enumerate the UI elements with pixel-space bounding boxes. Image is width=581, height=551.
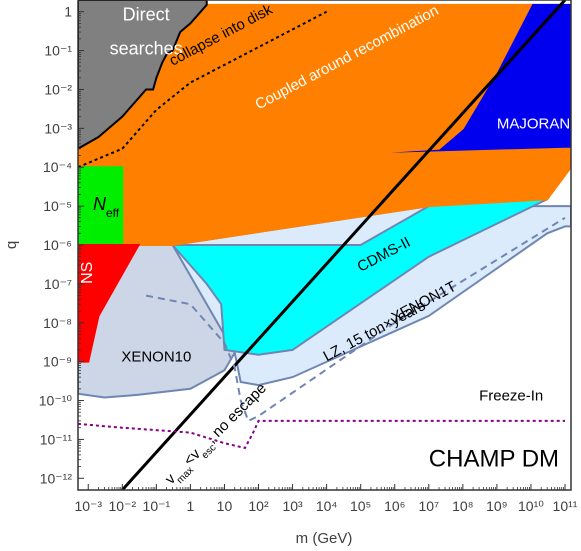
x-tick-label: 10¹⁰ <box>518 498 544 514</box>
y-tick-label: 10⁻⁵ <box>43 198 72 214</box>
y-tick-label: 10⁻⁶ <box>43 237 72 253</box>
y-tick-label: 10⁻⁴ <box>43 159 72 175</box>
x-tick-label: 1 <box>187 498 195 514</box>
x-tick-label: 10¹¹ <box>553 498 578 514</box>
y-tick-label: 10⁻¹² <box>40 470 73 486</box>
region-direct-searches <box>78 0 208 150</box>
y-tick-label: 10⁻³ <box>44 120 72 136</box>
x-axis-title: m (GeV) <box>296 530 353 547</box>
line-escape-line <box>121 0 567 490</box>
y-tick-label: 10⁻⁷ <box>44 276 72 292</box>
y-tick-label: 1 <box>64 4 72 20</box>
constraint-lines <box>78 0 567 490</box>
label-ns: NS <box>79 262 96 284</box>
y-axis: 10⁻¹² 10⁻¹¹ 10⁻¹⁰ 10⁻⁹ 10⁻⁸ 10⁻⁷ 10⁻⁶ 10⁻⁵ 10⁻⁴ 1… <box>39 4 84 486</box>
line-collapse-into-disk <box>78 10 328 169</box>
x-tick-label: 10² <box>248 498 269 514</box>
y-tick-label: 10⁻¹¹ <box>40 431 73 447</box>
x-tick-label: 10⁸ <box>452 498 474 514</box>
region-ns <box>78 244 141 363</box>
y-tick-label: 10⁻⁸ <box>43 315 72 331</box>
y-tick-label: 10⁻¹ <box>44 43 72 59</box>
line-freeze-in <box>78 419 565 450</box>
y-tick-label: 10⁻⁹ <box>43 354 72 370</box>
label-xenon10: XENON10 <box>121 349 191 366</box>
x-tick-label: 10⁷ <box>418 498 439 514</box>
label-freeze-in: Freeze-In <box>479 388 543 405</box>
label-searches: searches <box>110 38 183 58</box>
x-axis: 10⁻³ 10⁻² 10⁻¹ 1 10 10² 10³ 10⁴ 10⁵ 10⁶ 10⁷ 10⁸ 10⁹ 1… <box>74 484 578 514</box>
x-tick-label: 10⁻¹ <box>143 498 171 514</box>
label-direct: Direct <box>123 4 170 24</box>
x-tick-label: 10⁹ <box>486 498 508 514</box>
exclusion-regions <box>78 0 571 399</box>
x-tick-label: 10 <box>217 498 233 514</box>
y-tick-label: 10⁻² <box>44 81 72 97</box>
y-axis-title: q <box>3 241 20 249</box>
x-tick-label: 10⁴ <box>316 498 338 514</box>
x-tick-label: 10⁻² <box>108 498 136 514</box>
line-lz <box>145 216 566 423</box>
x-tick-label: 10⁶ <box>384 498 405 514</box>
x-tick-label: 10⁵ <box>350 498 371 514</box>
y-tick-label: 10⁻¹⁰ <box>39 393 73 409</box>
label-champ-dm: CHAMP DM <box>429 446 559 473</box>
x-tick-label: 10⁻³ <box>74 498 102 514</box>
x-tick-label: 10³ <box>282 498 303 514</box>
label-majorana: MAJORANA <box>497 115 580 132</box>
